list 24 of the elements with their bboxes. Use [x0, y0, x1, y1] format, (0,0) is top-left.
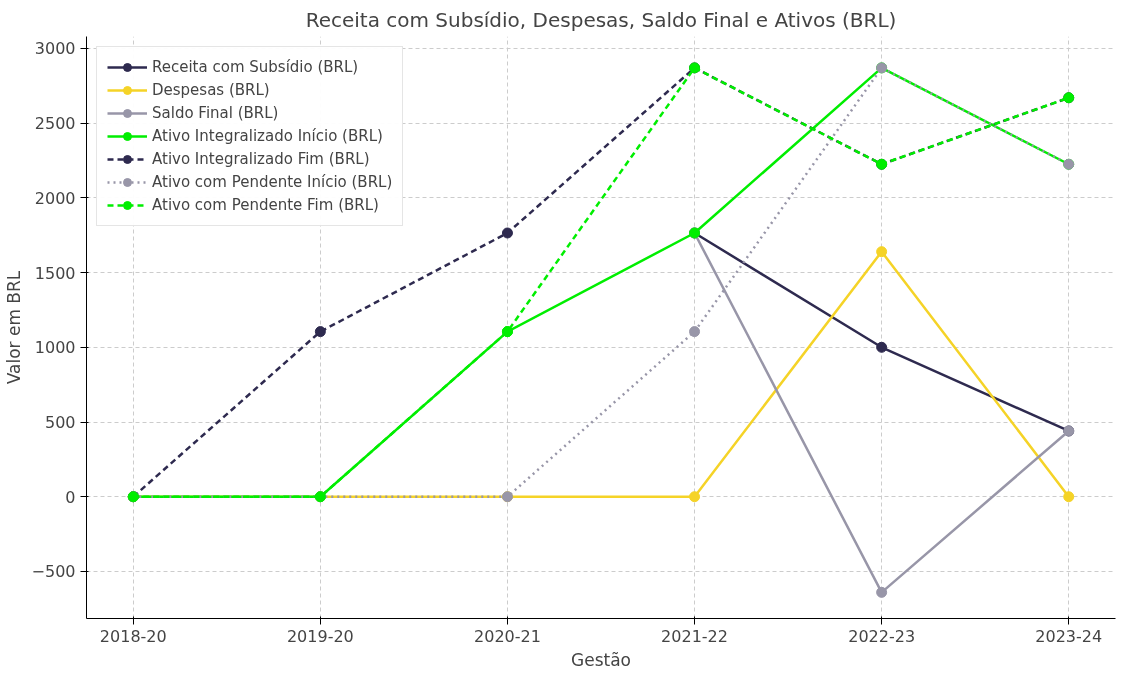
y-tick-label: 3000	[34, 39, 76, 59]
legend-label: Ativo com Pendente Início (BRL)	[152, 173, 393, 191]
legend-label: Despesas (BRL)	[152, 81, 270, 99]
x-tick-label: 2022-23	[848, 626, 916, 646]
x-tick-label: 2021-22	[661, 626, 728, 646]
y-axis-title: Valor em BRL	[3, 270, 24, 385]
chart-title: Receita com Subsídio, Despesas, Saldo Final e Ativos (BRL)	[305, 7, 897, 32]
y-tick-label: 1000	[34, 338, 76, 358]
legend-label: Ativo com Pendente Fim (BRL)	[152, 196, 379, 214]
x-axis-title: Gestão	[571, 649, 631, 670]
x-tick-label: 2020-21	[474, 626, 541, 646]
legend-label: Ativo Integralizado Fim (BRL)	[152, 150, 370, 168]
x-tick-label: 2018-20	[99, 626, 167, 646]
legend-label: Saldo Final (BRL)	[152, 104, 279, 122]
y-tick-label: 2500	[34, 114, 76, 134]
y-tick-label: 2000	[34, 188, 76, 208]
y-tick-label: −500	[31, 562, 76, 582]
legend-label: Receita com Subsídio (BRL)	[152, 58, 359, 76]
y-tick-label: 1500	[34, 263, 76, 283]
legend-label: Ativo Integralizado Início (BRL)	[152, 127, 383, 145]
x-tick-label: 2023-24	[1035, 626, 1103, 646]
y-tick-label: 500	[44, 413, 76, 433]
x-tick-label: 2019-20	[286, 626, 354, 646]
y-tick-label: 0	[65, 487, 76, 507]
